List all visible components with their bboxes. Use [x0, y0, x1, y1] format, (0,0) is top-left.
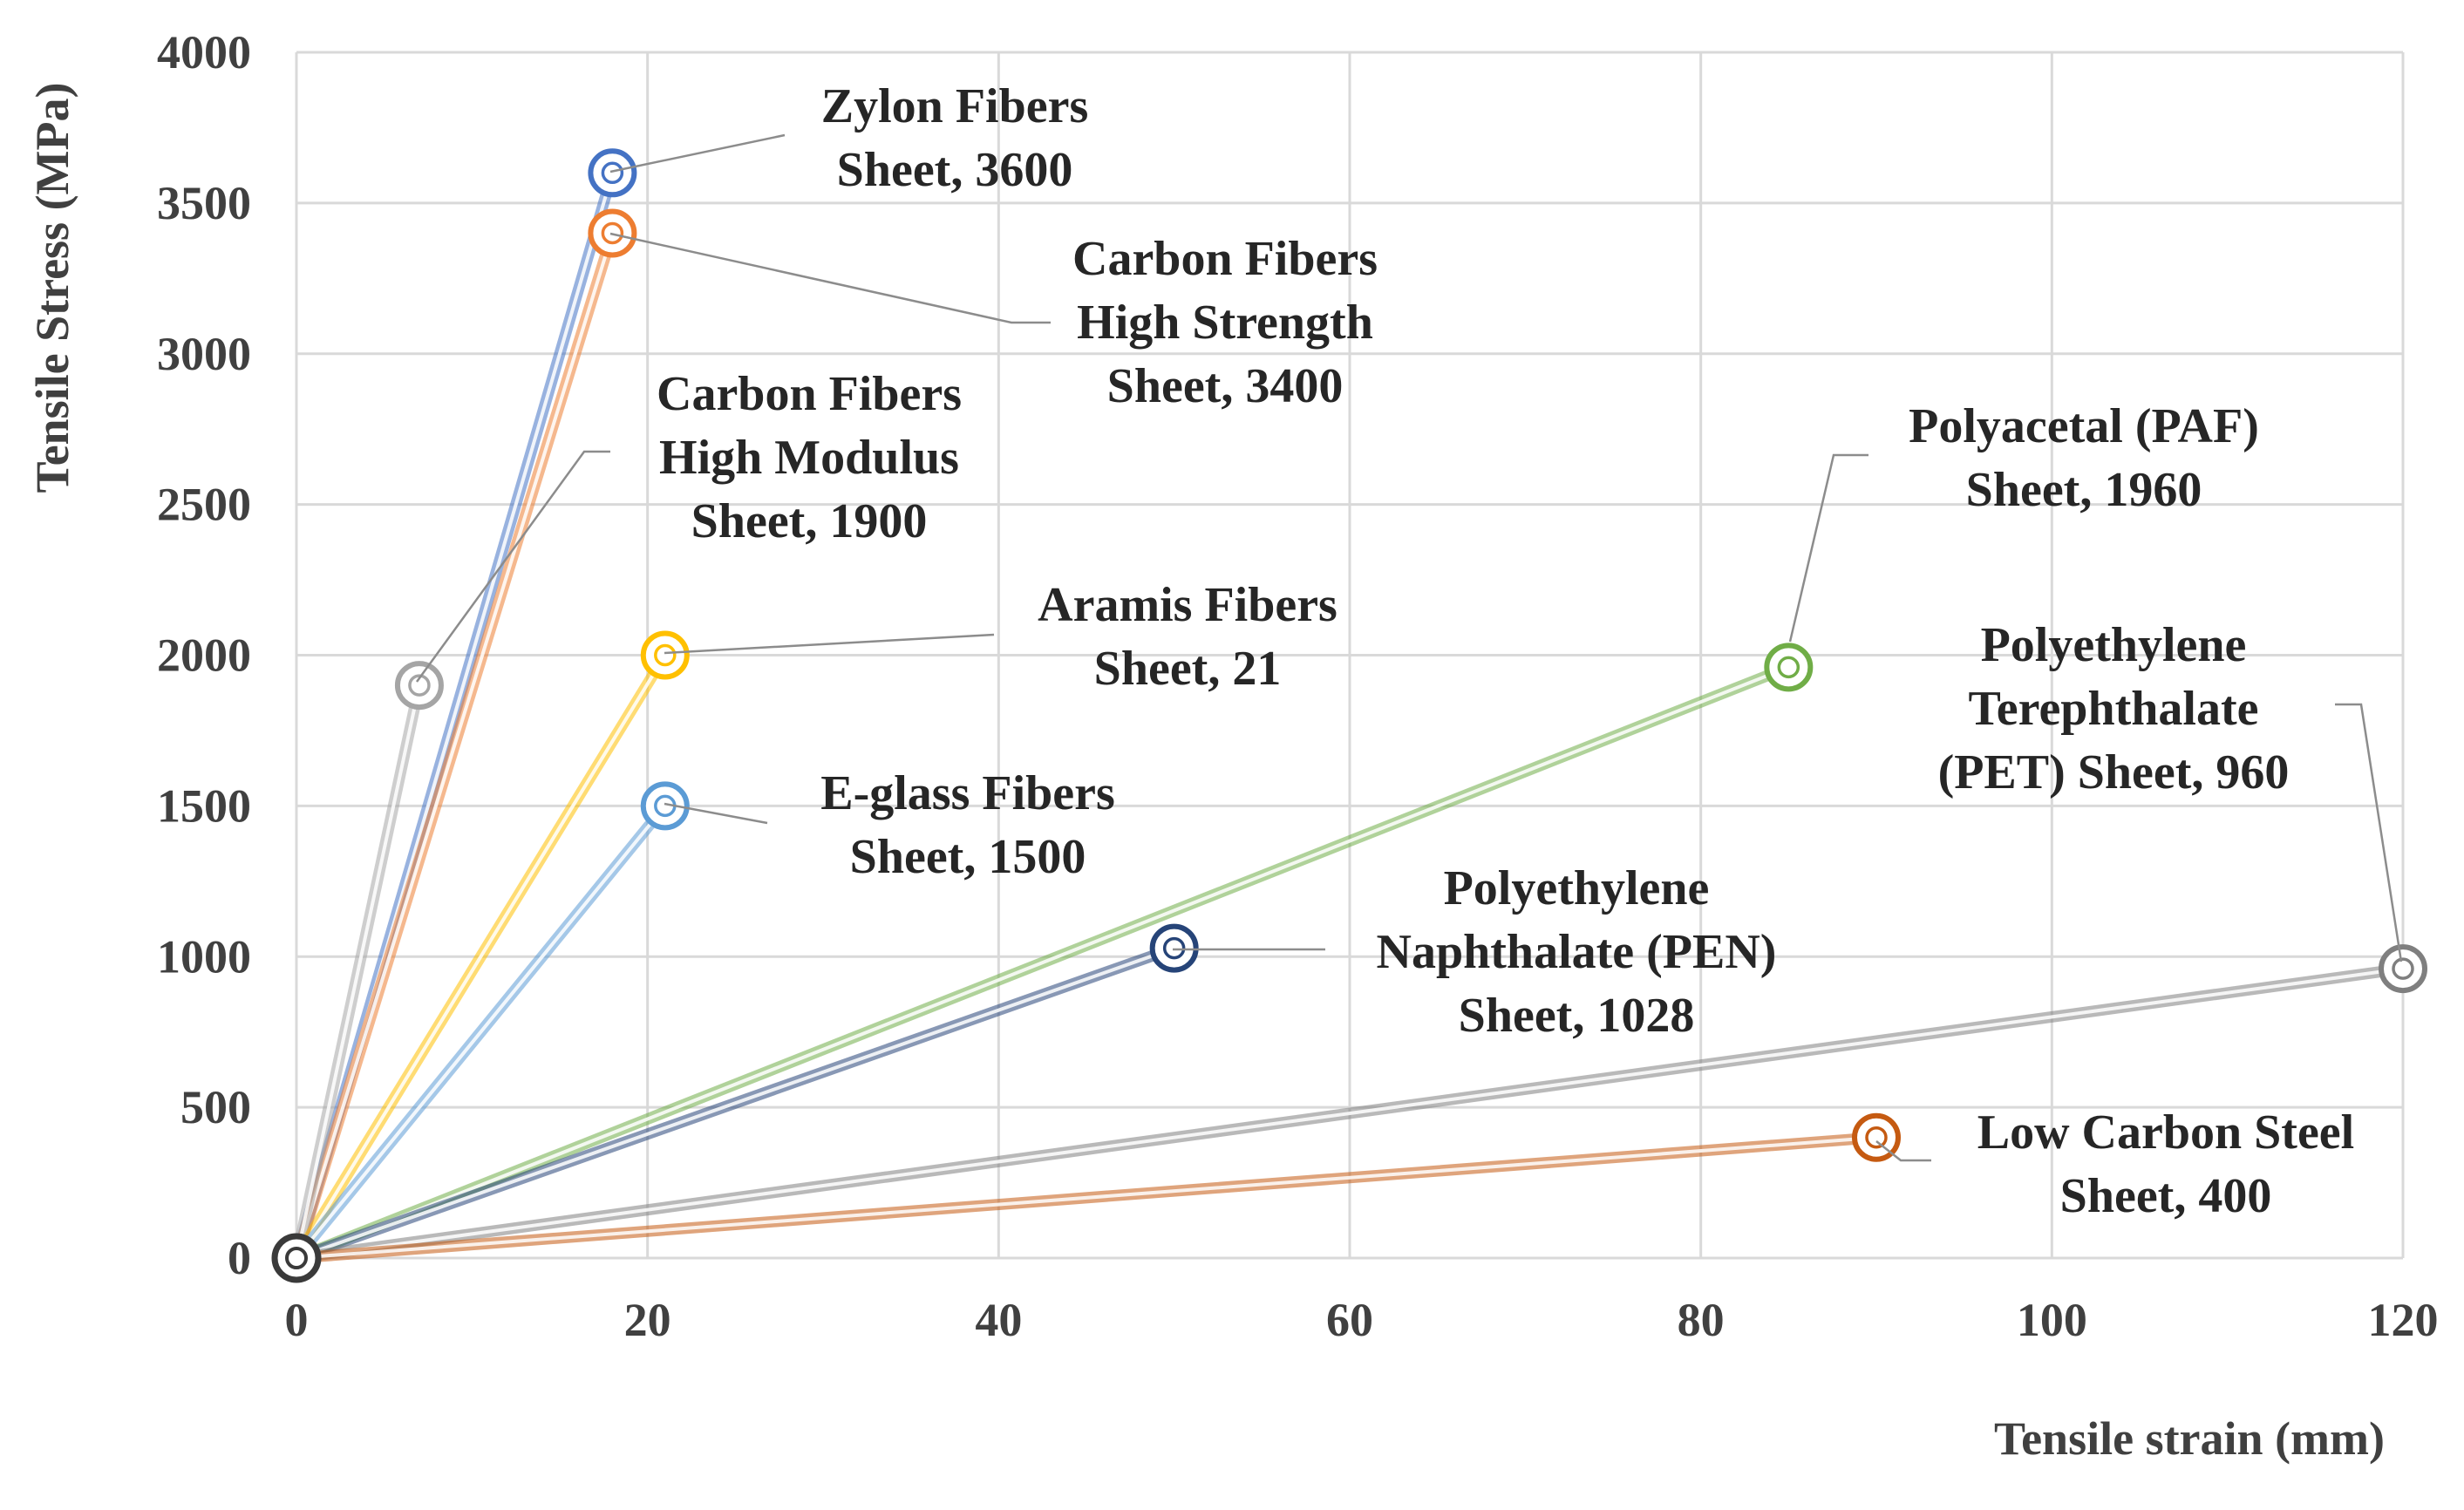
y-axis-title: Tensile Stress (MPa) [26, 83, 78, 493]
series-end-marker-inner [408, 674, 431, 697]
y-tick-label: 1500 [157, 779, 251, 832]
y-tick-label: 2500 [157, 479, 251, 531]
x-axis-title: Tensile strain (mm) [1994, 1412, 2385, 1465]
data-label: Sheet, 21 [1094, 642, 1282, 696]
y-tick-label: 2000 [157, 629, 251, 682]
series-8 [272, 1112, 1901, 1282]
series-end-marker-inner [1162, 936, 1186, 960]
x-tick-label: 100 [2017, 1294, 2087, 1346]
y-tick-label: 4000 [157, 26, 251, 78]
series-line-highlight [295, 231, 615, 1260]
data-label: Zylon Fibers [821, 79, 1088, 133]
axis-ticks: 0 500 1000 1500 2000 2500 3000 3500 4000 0 20 40 60 8… [157, 26, 2439, 1346]
series-end-marker-inner [1865, 1126, 1888, 1149]
series-4 [272, 781, 690, 1282]
data-label: E-glass Fibers [820, 766, 1115, 820]
label-leader-line [664, 633, 995, 655]
data-label: Sheet, 3400 [1107, 359, 1344, 413]
series-line-highlight [295, 1135, 1878, 1260]
series-end-marker-inner [1777, 656, 1800, 679]
label-leader-line [2335, 703, 2403, 962]
x-tick-label: 60 [1326, 1294, 1373, 1346]
series-line-highlight [295, 653, 667, 1260]
label-leader-line [1788, 453, 1868, 643]
x-tick-label: 120 [2368, 1294, 2439, 1346]
series-end-marker-inner [601, 161, 624, 185]
label-leader-line [664, 802, 768, 825]
label-leader-line [415, 450, 610, 683]
data-label: Sheet, 1900 [691, 494, 928, 548]
x-tick-label: 80 [1678, 1294, 1725, 1346]
data-label: Polyethylene [1444, 861, 1710, 915]
series-line-highlight [295, 684, 421, 1260]
origin-marker-inner [285, 1247, 308, 1269]
data-label: (PET) Sheet, 960 [1938, 745, 2290, 799]
data-label: Sheet, 1500 [850, 830, 1086, 884]
y-tick-label: 500 [180, 1081, 251, 1133]
grid-lines [295, 51, 2405, 1260]
label-leader-line [1875, 1140, 1931, 1162]
data-label: Aramis Fibers [1038, 578, 1338, 632]
data-label: Naphthalate (PEN) [1377, 925, 1777, 979]
data-label: High Modulus [659, 431, 959, 485]
series-end-marker-inner [2392, 957, 2414, 980]
data-label: Carbon Fibers [1072, 232, 1378, 286]
data-label: Sheet, 1028 [1459, 989, 1695, 1043]
series-line-highlight [295, 665, 1791, 1260]
data-label: Sheet, 1960 [1966, 463, 2202, 517]
series-line-highlight [295, 967, 2405, 1260]
series-end-marker-inner [654, 643, 677, 667]
series-line-highlight [295, 804, 667, 1260]
data-label: Sheet, 3600 [837, 143, 1073, 197]
x-tick-label: 40 [975, 1294, 1022, 1346]
data-label: Terephthalate [1969, 682, 2259, 736]
data-label: Polyethylene [1981, 618, 2247, 672]
x-tick-label: 0 [285, 1294, 309, 1346]
y-tick-label: 3000 [157, 328, 251, 380]
data-series [271, 148, 2427, 1283]
x-tick-label: 20 [624, 1294, 671, 1346]
data-labels: Zylon Fibers Sheet, 3600 Carbon Fibers High… [657, 79, 2354, 1223]
data-label: High Strength [1077, 296, 1373, 350]
y-tick-label: 1000 [157, 930, 251, 983]
y-tick-label: 3500 [157, 177, 251, 229]
data-label: Low Carbon Steel [1977, 1105, 2354, 1160]
data-label: Polyacetal (PAF) [1909, 399, 2259, 453]
label-leaders [415, 133, 2403, 1162]
label-leader-line [609, 232, 1051, 324]
data-label: Sheet, 400 [2060, 1169, 2272, 1223]
label-leader-line [609, 133, 786, 173]
data-label: Carbon Fibers [657, 367, 962, 421]
y-tick-label: 0 [228, 1232, 251, 1284]
series-line-highlight [295, 946, 1176, 1260]
